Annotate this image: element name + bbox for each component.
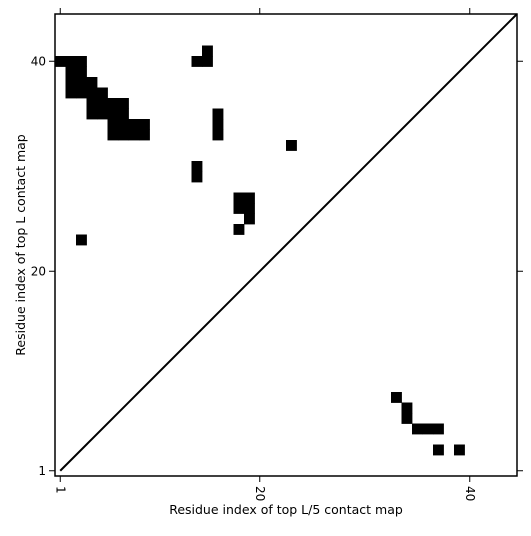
lower-contact-cell (412, 423, 423, 435)
upper-contact-cell (86, 108, 98, 120)
upper-contact-cell (65, 77, 77, 88)
lower-contact-cell (433, 444, 444, 456)
upper-contact-cell (191, 56, 203, 67)
y-tick-label: 40 (31, 54, 46, 68)
x-tick-label: 40 (463, 486, 477, 501)
upper-contact-cell (76, 66, 87, 78)
x-tick-label: 1 (53, 486, 67, 494)
plot-frame (54, 13, 518, 477)
upper-contact-cell (65, 87, 77, 99)
upper-contact-cell (86, 87, 98, 99)
y-axis-label: Residue index of top L contact map (13, 134, 28, 355)
upper-contact-cell (233, 192, 245, 204)
lower-contact-cell (401, 413, 413, 424)
upper-contact-cell (233, 224, 245, 235)
x-axis-label: Residue index of top L/5 contact map (169, 502, 403, 517)
upper-contact-cell (107, 129, 119, 141)
upper-contact-cell (76, 56, 87, 67)
upper-contact-cell (212, 129, 224, 141)
upper-contact-cell (286, 140, 297, 151)
contact-cells-layer (55, 45, 465, 456)
ticks-layer: 1 20 40 1 20 40 (31, 8, 523, 501)
upper-contact-cell (128, 129, 140, 141)
lower-contact-cell (422, 423, 434, 435)
upper-contact-cell (118, 98, 129, 109)
upper-contact-cell (76, 77, 87, 88)
x-tick-label: 20 (253, 486, 267, 501)
upper-contact-cell (118, 129, 129, 141)
upper-contact-cell (76, 234, 87, 246)
upper-contact-cell (97, 87, 108, 99)
upper-contact-cell (107, 119, 119, 130)
upper-contact-cell (65, 56, 77, 67)
upper-contact-cell (139, 129, 150, 141)
upper-contact-cell (233, 203, 245, 214)
diagonal-line (59, 13, 518, 472)
upper-contact-cell (86, 77, 98, 88)
upper-contact-cell (244, 213, 255, 225)
upper-contact-cell (118, 108, 129, 120)
upper-contact-cell (202, 56, 213, 67)
upper-contact-cell (212, 119, 224, 130)
lower-contact-cell (433, 423, 444, 435)
upper-contact-cell (128, 119, 140, 130)
lower-contact-cell (454, 444, 465, 456)
lower-contact-cell (391, 392, 402, 403)
upper-contact-cell (107, 98, 119, 109)
upper-contact-cell (212, 108, 224, 120)
upper-contact-cell (86, 98, 98, 109)
upper-contact-cell (191, 171, 203, 183)
upper-contact-cell (97, 98, 108, 109)
upper-contact-cell (191, 161, 203, 172)
upper-contact-cell (139, 119, 150, 130)
y-tick-label: 20 (31, 264, 46, 278)
upper-contact-cell (65, 66, 77, 78)
lower-contact-cell (401, 402, 413, 414)
upper-contact-cell (118, 119, 129, 130)
upper-contact-cell (55, 56, 66, 67)
upper-contact-cell (76, 87, 87, 99)
upper-contact-cell (202, 45, 213, 57)
upper-contact-cell (97, 108, 108, 120)
y-tick-label: 1 (38, 464, 46, 478)
upper-contact-cell (244, 192, 255, 204)
upper-contact-cell (244, 203, 255, 214)
upper-contact-cell (107, 108, 119, 120)
